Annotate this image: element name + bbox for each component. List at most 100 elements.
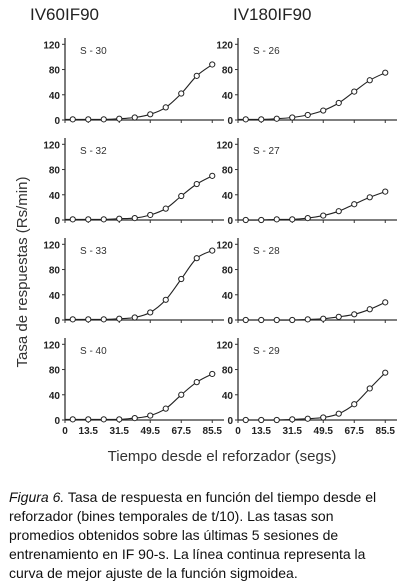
data-point [273,316,280,324]
data-point [131,215,138,222]
data-point [351,88,358,95]
x-tick-label: 31.5 [283,426,303,437]
data-point [289,316,296,324]
data-point [382,188,389,195]
y-tick-label: 40 [222,191,234,202]
data-point [131,415,138,422]
caption-label: Figura 6. [9,489,65,505]
panel: 0 40 80 120 S - 29 0 13.5 31.5 49.5 67.5 85.5 [216,338,397,437]
y-tick-label: 80 [222,66,234,77]
y-tick-label: 120 [43,140,60,151]
data-point [193,180,200,188]
fit-curve [65,250,213,320]
y-tick-label: 40 [49,291,61,302]
data-point [258,116,265,123]
data-point [147,309,154,316]
data-point [178,391,185,398]
data-point [351,201,358,208]
x-axis-title: Tiempo desde el reforzador (segs) [108,448,337,465]
fit-curve [64,175,213,220]
data-point [85,416,92,423]
x-tick-label: 49.5 [141,426,161,437]
data-point [320,212,327,219]
data-point [273,216,280,223]
x-tick-label: 0 [62,426,68,437]
panel: 0 40 80 120 S - 28 [216,238,397,327]
data-point [366,385,373,392]
panel: 0 40 80 120 S - 33 [43,238,224,327]
data-point [335,208,342,215]
data-point [366,194,373,201]
data-point [131,114,138,121]
data-point [162,205,169,212]
y-tick-label: 80 [49,66,61,77]
y-tick-label: 40 [222,391,234,402]
y-tick-label: 120 [43,40,60,51]
data-point [69,116,76,123]
y-tick-label: 80 [222,166,234,177]
data-point [242,416,249,424]
y-tick-label: 120 [43,340,60,351]
data-point [193,72,200,79]
data-point [258,216,265,224]
y-tick-label: 80 [49,366,61,377]
panel-label: S - 26 [253,46,280,57]
y-tick-label: 0 [54,416,60,427]
column-title: IV60IF90 [30,5,99,24]
data-point [289,114,296,121]
data-point [162,104,169,111]
y-tick-label: 40 [49,191,61,202]
data-point [100,216,107,223]
y-axis-title: Tasa de respuestas (Rs/min) [14,177,31,368]
data-point [320,414,327,421]
data-point [162,405,169,412]
x-tick-label: 13.5 [79,426,99,437]
data-point [193,379,200,386]
y-tick-label: 120 [216,140,233,151]
data-point [335,99,342,107]
data-point [273,115,280,122]
data-point [273,416,280,424]
y-tick-label: 40 [49,91,61,102]
panel-label: S - 28 [253,246,280,257]
y-tick-label: 120 [216,240,233,251]
x-tick-label: 85.5 [203,426,223,437]
x-tick-label: 0 [235,426,241,437]
data-point [85,116,92,123]
panel: 0 40 80 120 S - 27 [216,138,397,227]
data-point [85,316,92,323]
data-point [147,412,154,419]
data-point [100,116,107,123]
data-point [100,316,107,323]
panel-label: S - 30 [80,46,107,57]
data-point [69,216,76,223]
data-point [366,306,373,313]
x-tick-label: 49.5 [314,426,334,437]
data-point [116,115,123,122]
y-tick-label: 0 [227,216,233,227]
fit-curve [238,191,386,221]
y-tick-label: 80 [222,266,234,277]
panel: 0 40 80 120 S - 32 [43,138,224,227]
caption-text: Tasa de respuesta en función del tiempo … [9,489,377,581]
data-point [258,416,265,424]
y-tick-label: 80 [49,266,61,277]
data-point [85,216,92,223]
y-tick-label: 40 [222,291,234,302]
panel: 0 40 80 120 S - 26 [216,38,397,127]
x-tick-label: 31.5 [110,426,130,437]
data-point [147,211,154,219]
y-tick-label: 120 [216,340,233,351]
y-tick-label: 40 [49,391,61,402]
panel-label: S - 27 [253,146,280,157]
data-point [382,299,389,306]
data-point [351,311,358,318]
data-point [320,107,327,114]
y-tick-label: 0 [227,116,233,127]
data-point [304,215,311,222]
data-point [304,415,311,422]
y-tick-label: 80 [222,366,234,377]
y-tick-label: 0 [227,416,233,427]
data-point [162,296,169,303]
panel-label: S - 29 [253,346,280,357]
